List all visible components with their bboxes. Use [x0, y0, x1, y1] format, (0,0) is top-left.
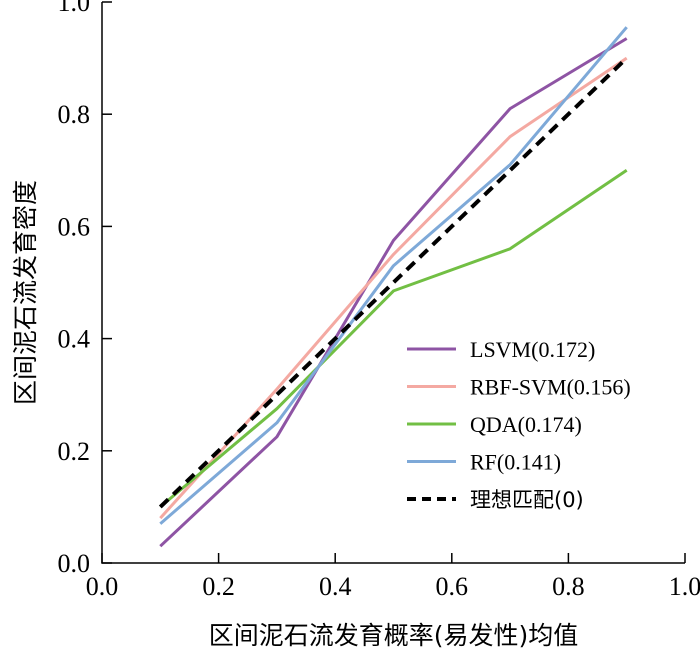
- legend-label: 理想匹配(0): [470, 488, 584, 512]
- y-tick-label: 0.8: [58, 100, 91, 129]
- series-line-0: [159, 37, 628, 548]
- y-tick-label: 0.4: [58, 325, 91, 354]
- series-line-2: [159, 169, 628, 509]
- x-tick-label: 0.2: [202, 572, 235, 601]
- legend-label: RF(0.141): [470, 450, 561, 475]
- x-tick-label: 0.6: [436, 572, 469, 601]
- plot-area: 0.0 0.2 0.4 0.6 0.8 1.0 0.0 0.2 0.4 0.6 0.8 1.0: [58, 0, 700, 601]
- legend-label: QDA(0.174): [470, 412, 582, 437]
- y-tick-label: 0.2: [58, 437, 91, 466]
- axis-ticks: 0.0 0.2 0.4 0.6 0.8 1.0 0.0 0.2 0.4 0.6 0.8 1.0: [58, 0, 700, 601]
- y-axis-title: 区间泥石流发育密度: [11, 180, 40, 405]
- x-tick-label: 0.8: [552, 572, 585, 601]
- legend: LSVM(0.172) RBF-SVM(0.156) QDA(0.174) RF(0.…: [407, 337, 631, 512]
- legend-label: RBF-SVM(0.156): [470, 375, 631, 400]
- series-lines: [158, 26, 629, 548]
- x-axis-title: 区间泥石流发育概率(易发性)均值: [209, 621, 579, 650]
- y-tick-label: 1.0: [58, 0, 91, 17]
- legend-label: LSVM(0.172): [470, 337, 595, 362]
- series-line-3: [159, 26, 628, 525]
- x-tick-label: 1.0: [669, 572, 700, 601]
- series-line-4: [158, 56, 629, 509]
- y-tick-label: 0.0: [58, 549, 91, 578]
- y-tick-label: 0.6: [58, 212, 91, 241]
- x-tick-label: 0.4: [319, 572, 352, 601]
- x-tick-label: 0.0: [86, 572, 119, 601]
- series-line-1: [159, 56, 628, 520]
